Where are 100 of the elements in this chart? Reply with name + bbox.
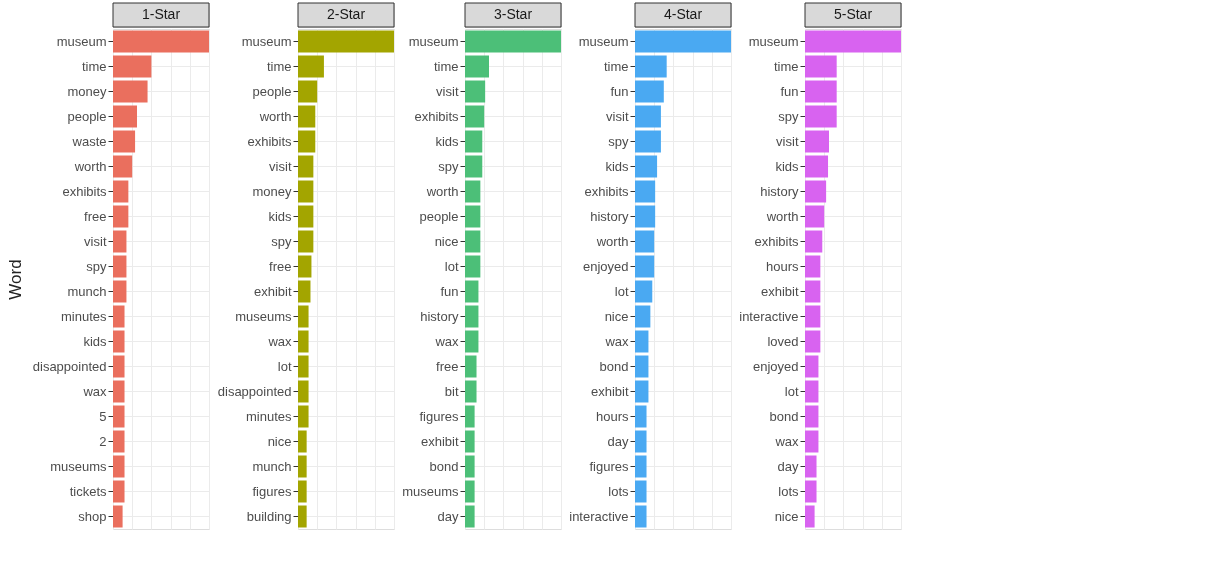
- y-tick-label: tickets: [69, 483, 107, 499]
- bar: [805, 505, 815, 528]
- y-tick-label: bond: [429, 458, 459, 474]
- bar: [298, 80, 318, 103]
- bar: [805, 330, 821, 353]
- y-tick-label: exhibits: [584, 183, 629, 199]
- y-tick-label: exhibits: [247, 133, 292, 149]
- y-tick-label: spy: [438, 158, 459, 174]
- bar: [298, 355, 309, 378]
- y-tick-label: visit: [776, 133, 799, 149]
- y-tick-label: nice: [267, 433, 292, 449]
- y-tick-label: history: [760, 183, 799, 199]
- bar: [113, 380, 125, 403]
- y-tick-label: people: [252, 83, 292, 99]
- y-tick-label: enjoyed: [582, 258, 629, 274]
- y-tick-label: free: [84, 208, 107, 224]
- y-tick-label: building: [246, 508, 292, 524]
- chart-title: 3-Star: [493, 6, 533, 22]
- y-tick-label: bond: [599, 358, 629, 374]
- y-tick-label: figures: [252, 483, 292, 499]
- bar: [635, 355, 649, 378]
- y-tick-label: lots: [608, 483, 629, 499]
- bar: [635, 305, 651, 328]
- y-tick-label: worth: [258, 108, 292, 124]
- y-tick-label: visit: [606, 108, 629, 124]
- bar: [635, 380, 649, 403]
- bar: [465, 430, 475, 453]
- y-tick-label: minutes: [60, 308, 107, 324]
- chart-title: 4-Star: [663, 6, 703, 22]
- bar: [113, 230, 127, 253]
- bar: [465, 380, 477, 403]
- y-tick-label: interactive: [739, 308, 799, 324]
- y-tick-label: fun: [440, 283, 459, 299]
- bar: [298, 55, 324, 78]
- bar: [113, 330, 125, 353]
- bar: [805, 80, 837, 103]
- y-tick-label: time: [603, 58, 629, 74]
- bar: [298, 280, 311, 303]
- bar: [805, 380, 819, 403]
- y-tick-label: figures: [589, 458, 629, 474]
- bar: [635, 130, 661, 153]
- bar: [805, 280, 821, 303]
- y-tick-label: nice: [774, 508, 799, 524]
- y-tick-label: exhibit: [253, 283, 292, 299]
- bar: [465, 155, 483, 178]
- y-tick-label: wax: [82, 383, 107, 399]
- bar: [465, 105, 485, 128]
- chart-title: 2-Star: [326, 6, 366, 22]
- bar: [298, 255, 312, 278]
- bar: [298, 230, 314, 253]
- bar: [635, 80, 664, 103]
- bar: [113, 405, 125, 428]
- bar: [635, 155, 658, 178]
- bar: [635, 105, 661, 128]
- bar: [465, 455, 475, 478]
- bar: [298, 180, 314, 203]
- y-tick-label: spy: [778, 108, 799, 124]
- bar: [298, 430, 307, 453]
- bar: [465, 280, 479, 303]
- y-tick-label: wax: [604, 333, 629, 349]
- bar: [805, 455, 817, 478]
- y-tick-label: lots: [778, 483, 799, 499]
- y-tick-label: kids: [775, 158, 799, 174]
- y-tick-label: day: [777, 458, 799, 474]
- bar: [113, 205, 129, 228]
- bar: [805, 480, 817, 503]
- y-tick-label: exhibits: [754, 233, 799, 249]
- bar: [805, 405, 819, 428]
- y-tick-label: money: [252, 183, 292, 199]
- bar: [113, 130, 136, 153]
- bar: [465, 405, 475, 428]
- bar: [635, 280, 653, 303]
- y-tick-label: worth: [765, 208, 799, 224]
- y-tick-label: lot: [614, 283, 629, 299]
- y-tick-label: 5: [99, 408, 107, 424]
- bar: [635, 405, 647, 428]
- bar: [635, 480, 647, 503]
- y-tick-label: museum: [56, 33, 107, 49]
- bar: [805, 130, 829, 153]
- y-tick-label: kids: [435, 133, 459, 149]
- y-tick-label: time: [433, 58, 459, 74]
- bar: [635, 330, 649, 353]
- chart-title: 1-Star: [141, 6, 181, 22]
- bar: [298, 305, 309, 328]
- y-tick-label: lot: [444, 258, 459, 274]
- y-tick-label: worth: [73, 158, 107, 174]
- y-tick-label: figures: [419, 408, 459, 424]
- y-tick-label: visit: [269, 158, 292, 174]
- bar: [465, 55, 489, 78]
- bar: [805, 305, 821, 328]
- y-tick-label: kids: [605, 158, 629, 174]
- y-tick-label: disappointed: [32, 358, 107, 374]
- bar: [805, 230, 823, 253]
- y-axis-title: Word: [5, 259, 25, 300]
- bar: [113, 280, 127, 303]
- y-tick-label: nice: [434, 233, 459, 249]
- y-tick-label: spy: [271, 233, 292, 249]
- bar: [635, 505, 647, 528]
- y-tick-label: munch: [67, 283, 107, 299]
- y-tick-label: munch: [252, 458, 292, 474]
